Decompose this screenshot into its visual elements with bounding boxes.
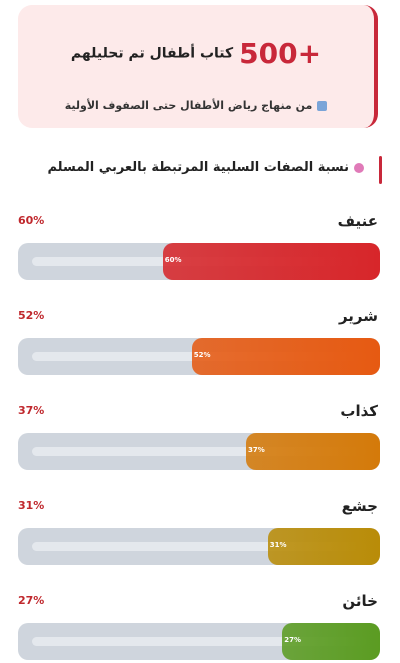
section-title: نسبة الصفات السلبية المرتبطة بالعربي الم… [47,160,364,175]
value-label: 37% [18,404,45,417]
bar [246,433,380,470]
summary-card: +500 كتاب أطفال تم تحليلهم من منهاج رياض … [18,5,378,128]
category-label: خائن [342,592,378,610]
bar-stripe [32,637,366,646]
bar [267,528,380,565]
brain-icon [354,162,364,173]
summary-headline: +500 كتاب أطفال تم تحليلهم [18,37,374,70]
bar [162,243,380,280]
summary-subtitle: من منهاج رياض الأطفال حتى الصفوف الأولية [18,99,374,112]
bar-label: 60% [164,256,182,264]
value-label: 27% [18,594,45,607]
category-label: كذاب [340,402,378,420]
category-label: جشع [341,497,378,515]
bar-stripe [32,542,366,551]
bar-track: 52% [18,338,380,375]
bar-label: 27% [284,636,302,644]
count: +500 [239,37,322,70]
bar-track: 60% [18,243,380,280]
bar-track: 27% [18,623,380,660]
bar-track: 31% [18,528,380,565]
bar-label: 31% [269,541,287,549]
value-label: 31% [18,499,45,512]
chart-title: نسبة الصفات السلبية المرتبطة بالعربي الم… [47,160,349,175]
bar-label: 37% [248,446,265,454]
bar [191,338,380,375]
value-label: 52% [18,309,45,322]
bar-track: 37% [18,433,380,470]
book-icon [317,101,328,111]
bar-label: 52% [193,351,211,359]
subtitle-text: من منهاج رياض الأطفال حتى الصفوف الأولية [64,99,313,112]
bar [282,623,380,660]
category-label: شرير [338,307,378,325]
summary-title: كتاب أطفال تم تحليلهم [70,45,234,62]
category-label: عنيف [337,212,378,230]
value-label: 60% [18,214,45,227]
section-accent [379,156,382,184]
bar-stripe [32,447,366,456]
